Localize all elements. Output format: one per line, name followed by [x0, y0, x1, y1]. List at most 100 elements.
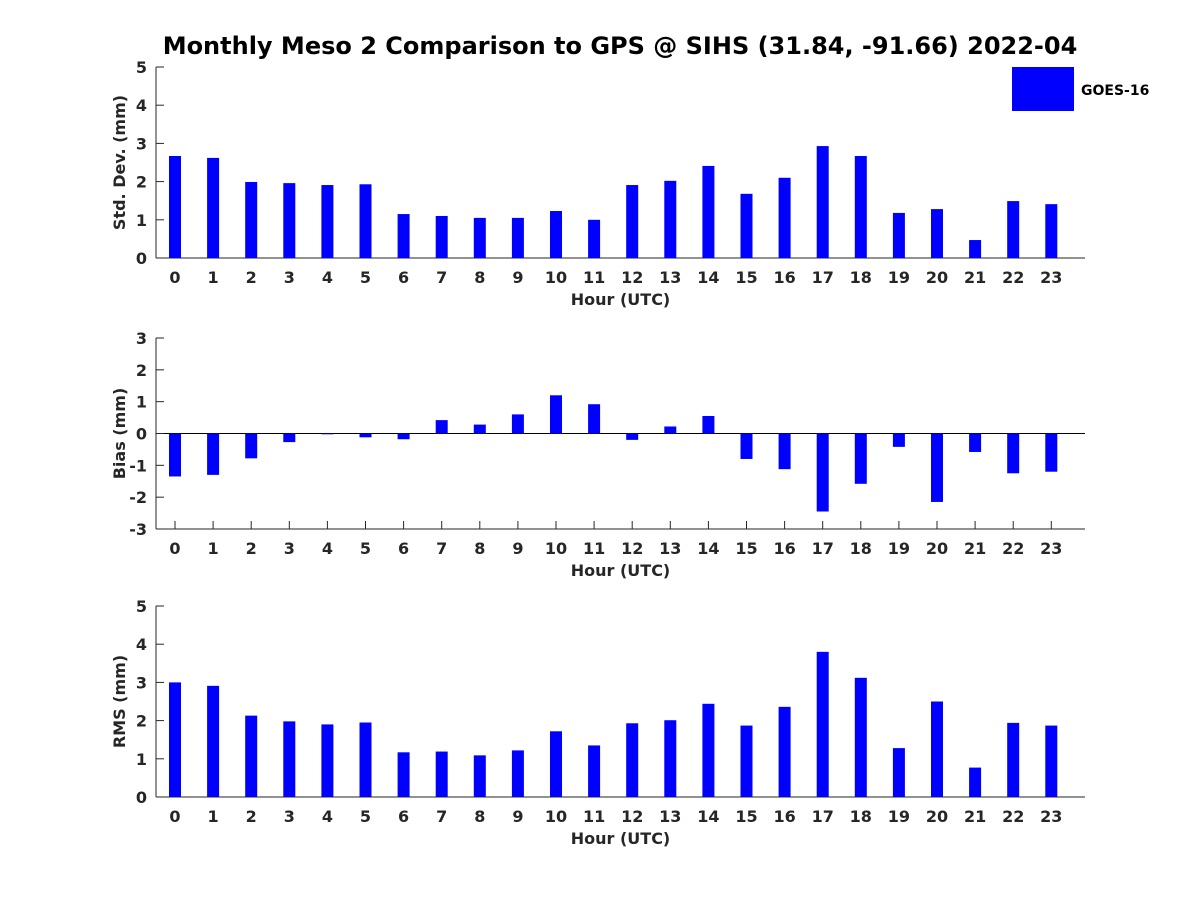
x-tick-label: 7	[436, 268, 447, 287]
bar	[550, 395, 562, 434]
x-tick-label: 20	[926, 539, 948, 558]
bar	[283, 721, 296, 797]
y-tick-label: 4	[136, 635, 147, 654]
y-tick-label: 3	[136, 673, 147, 692]
x-tick-label: 10	[545, 268, 567, 287]
x-tick-label: 16	[773, 268, 795, 287]
bar	[245, 433, 258, 459]
x-tick-label: 11	[583, 539, 605, 558]
bar	[626, 185, 639, 258]
x-tick-label: 3	[284, 268, 295, 287]
x-tick-label: 22	[1002, 539, 1024, 558]
x-tick-label: 4	[322, 268, 333, 287]
y-tick-label: 1	[136, 750, 147, 769]
bar	[245, 181, 258, 258]
bar	[435, 215, 448, 258]
bar	[740, 193, 753, 258]
bar	[1045, 725, 1058, 797]
bar	[283, 433, 296, 443]
x-tick-label: 22	[1002, 807, 1024, 826]
x-tick-label: 17	[812, 539, 834, 558]
x-tick-label: 21	[964, 807, 986, 826]
y-tick-label: 5	[136, 58, 147, 77]
y-tick-label: 4	[136, 96, 147, 115]
x-tick-label: 15	[735, 539, 757, 558]
bar	[969, 240, 982, 258]
y-tick-label: 2	[136, 712, 147, 731]
x-tick-label: 8	[474, 539, 485, 558]
y-tick-label: -2	[129, 488, 147, 507]
x-axis-label: Hour (UTC)	[571, 829, 671, 848]
x-tick-label: 1	[208, 807, 219, 826]
bar	[816, 651, 829, 797]
x-tick-label: 18	[850, 807, 872, 826]
bar	[1045, 433, 1058, 472]
bar	[892, 433, 905, 447]
x-tick-label: 19	[888, 539, 910, 558]
bar	[588, 745, 601, 797]
x-tick-label: 3	[284, 539, 295, 558]
x-tick-label: 20	[926, 268, 948, 287]
x-tick-label: 1	[208, 539, 219, 558]
bar	[245, 715, 258, 797]
bar	[664, 180, 677, 258]
legend-swatch	[1012, 67, 1074, 111]
x-tick-label: 23	[1040, 268, 1062, 287]
x-tick-label: 2	[246, 268, 257, 287]
x-tick-label: 12	[621, 807, 643, 826]
bar	[588, 219, 601, 258]
x-tick-label: 11	[583, 807, 605, 826]
x-tick-label: 19	[888, 807, 910, 826]
x-tick-label: 13	[659, 807, 681, 826]
x-tick-label: 21	[964, 539, 986, 558]
bar	[511, 217, 524, 258]
x-tick-label: 14	[697, 807, 719, 826]
x-tick-label: 9	[512, 268, 523, 287]
bar	[664, 426, 677, 434]
x-tick-label: 5	[360, 268, 371, 287]
bar	[969, 433, 982, 452]
y-tick-label: 0	[136, 788, 147, 807]
x-tick-label: 3	[284, 807, 295, 826]
bar	[1007, 433, 1020, 474]
bar	[169, 433, 181, 477]
x-tick-label: 19	[888, 268, 910, 287]
bar	[892, 748, 905, 797]
y-tick-label: 2	[136, 173, 147, 192]
bar	[778, 433, 791, 470]
x-tick-label: 8	[474, 268, 485, 287]
y-tick-label: 1	[136, 393, 147, 412]
x-tick-label: 2	[246, 539, 257, 558]
bar	[778, 177, 791, 258]
bar	[931, 701, 943, 797]
x-tick-label: 12	[621, 539, 643, 558]
x-tick-label: 15	[735, 268, 757, 287]
bar	[969, 767, 982, 797]
x-tick-label: 23	[1040, 539, 1062, 558]
bar	[854, 156, 867, 258]
x-tick-label: 13	[659, 539, 681, 558]
bar	[359, 722, 372, 797]
x-tick-label: 9	[512, 807, 523, 826]
bar	[283, 183, 296, 258]
bar	[435, 420, 448, 434]
x-tick-label: 6	[398, 807, 409, 826]
y-tick-label: 0	[136, 425, 147, 444]
x-tick-label: 4	[322, 807, 333, 826]
bar	[511, 414, 524, 434]
x-tick-label: 7	[436, 539, 447, 558]
bar	[473, 217, 486, 258]
bar	[207, 685, 220, 797]
bar	[1007, 722, 1020, 797]
bar	[397, 214, 410, 258]
bar	[854, 677, 867, 797]
legend-label: GOES-16	[1081, 83, 1149, 99]
bar	[473, 755, 486, 797]
y-tick-label: 3	[136, 134, 147, 153]
bar	[931, 209, 943, 258]
x-tick-label: 14	[697, 268, 719, 287]
x-tick-label: 16	[773, 539, 795, 558]
x-tick-label: 23	[1040, 807, 1062, 826]
bar	[397, 433, 410, 440]
